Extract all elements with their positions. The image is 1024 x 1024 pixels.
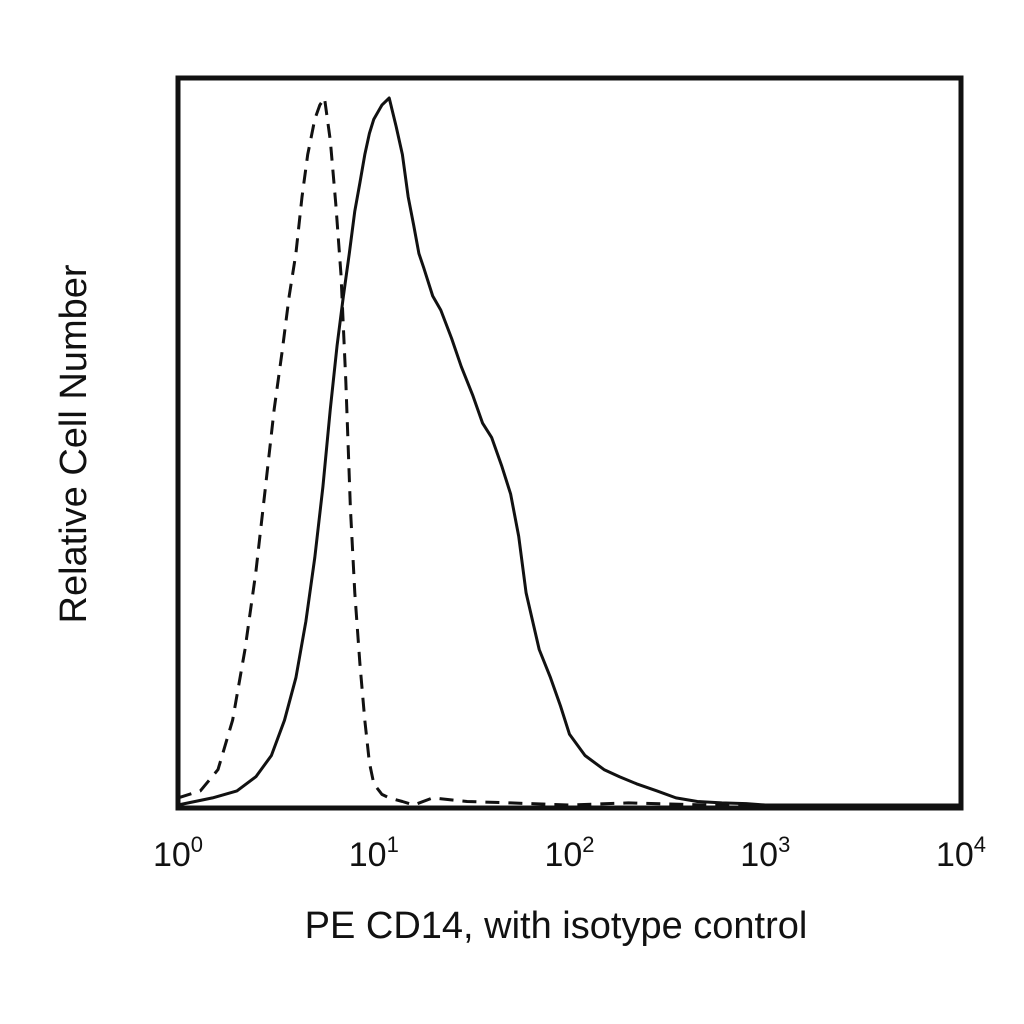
y-axis-label: Relative Cell Number — [53, 264, 95, 623]
x-tick-label: 102 — [544, 832, 594, 874]
x-axis-label: PE CD14, with isotype control — [305, 905, 808, 947]
x-tick-label: 103 — [740, 832, 790, 874]
isotype-control-histogram — [177, 96, 961, 807]
x-tick-labels: 100 101 102 103 104 — [153, 832, 986, 874]
x-tick-label: 101 — [349, 832, 399, 874]
cd14-histogram — [177, 96, 961, 807]
x-tick-label: 100 — [153, 832, 203, 874]
x-tick-label: 104 — [936, 832, 986, 874]
plot-frame — [175, 75, 964, 811]
series-layer — [177, 96, 961, 807]
